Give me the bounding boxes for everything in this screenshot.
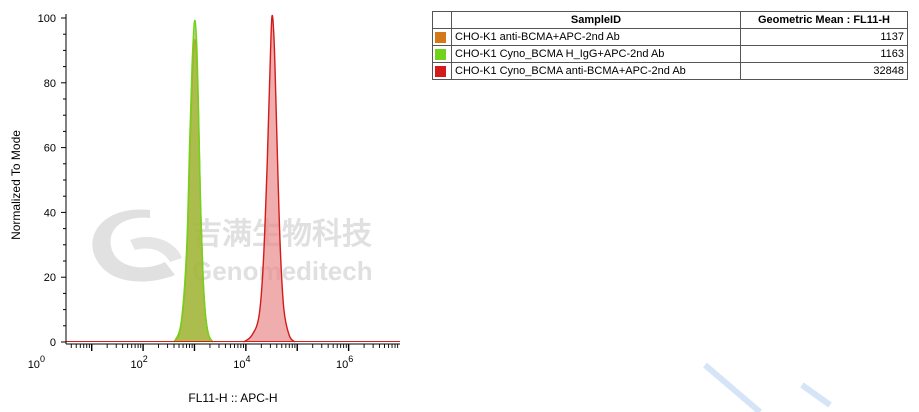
genomeditech-logo-swoosh <box>130 236 182 262</box>
legend-swatch <box>435 48 446 60</box>
legend-label: CHO-K1 Cyno_BCMA H_IgG+APC-2nd Ab <box>451 45 741 63</box>
legend-row: CHO-K1 Cyno_BCMA anti-BCMA+APC-2nd Ab 32… <box>432 62 908 80</box>
x-tick-label: 104 <box>233 354 250 371</box>
plot-area <box>66 14 400 343</box>
legend-label: CHO-K1 anti-BCMA+APC-2nd Ab <box>451 28 741 46</box>
legend-value: 32848 <box>740 62 908 80</box>
legend-row: CHO-K1 Cyno_BCMA H_IgG+APC-2nd Ab 1163 <box>432 45 908 63</box>
x-tick-label: 100 <box>28 354 45 371</box>
legend-header-value: Geometric Mean : FL11-H <box>740 11 908 29</box>
genomeditech-logo-icon <box>92 209 175 282</box>
y-tick-label: 0 <box>50 337 56 349</box>
series-line-2 <box>243 14 296 343</box>
decorative-corner-line <box>703 362 832 412</box>
legend-swatch <box>435 31 446 43</box>
y-tick-label: 60 <box>44 143 56 155</box>
y-tick-label: 80 <box>44 78 56 90</box>
legend-header-color <box>432 11 452 29</box>
x-axis-label: FL11-H :: APC-H <box>188 391 277 405</box>
y-tick-label: 40 <box>44 207 56 219</box>
x-tick-label: 102 <box>130 354 147 371</box>
legend-header-sample: SampleID <box>451 11 741 29</box>
watermark-cn-text: 吉满生物科技 <box>192 217 372 252</box>
legend-label: CHO-K1 Cyno_BCMA anti-BCMA+APC-2nd Ab <box>451 62 741 80</box>
y-axis-label: Normalized To Mode <box>9 130 23 240</box>
legend-table: SampleID Geometric Mean : FL11-H CHO-K1 … <box>432 11 908 80</box>
axes: 0 20 40 60 80 100 100 102 104 106 <box>28 13 400 371</box>
x-tick-label: 106 <box>336 354 353 371</box>
legend-swatch <box>435 65 446 77</box>
y-tick-label: 100 <box>38 13 56 25</box>
legend-value: 1137 <box>740 28 908 46</box>
y-tick-label: 20 <box>44 272 56 284</box>
series-area-2 <box>243 15 295 342</box>
series-area-1 <box>174 20 214 342</box>
series-line-1 <box>173 19 214 343</box>
watermark: 吉满生物科技 Genomeditech <box>92 209 373 286</box>
legend-row: CHO-K1 anti-BCMA+APC-2nd Ab 1137 <box>432 28 908 46</box>
legend-value: 1163 <box>740 45 908 63</box>
